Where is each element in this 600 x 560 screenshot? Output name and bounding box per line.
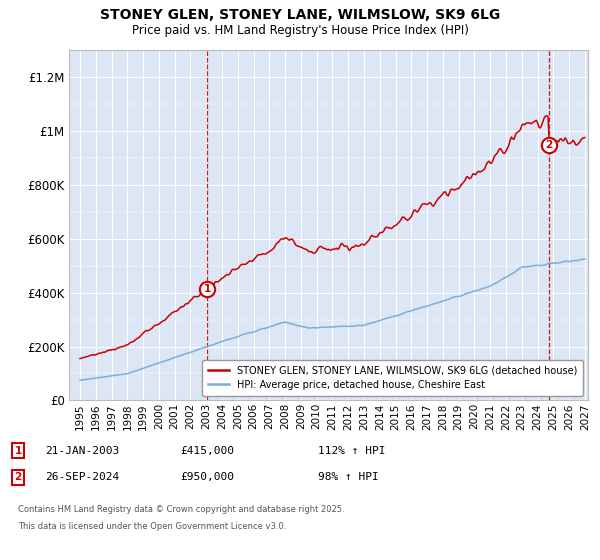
Text: 1: 1 xyxy=(203,284,211,293)
Text: 2: 2 xyxy=(14,472,22,482)
Text: This data is licensed under the Open Government Licence v3.0.: This data is licensed under the Open Gov… xyxy=(18,522,286,531)
Text: 2: 2 xyxy=(545,139,553,150)
Text: STONEY GLEN, STONEY LANE, WILMSLOW, SK9 6LG: STONEY GLEN, STONEY LANE, WILMSLOW, SK9 … xyxy=(100,8,500,22)
Text: 98% ↑ HPI: 98% ↑ HPI xyxy=(318,472,379,482)
Text: £950,000: £950,000 xyxy=(180,472,234,482)
Text: 21-JAN-2003: 21-JAN-2003 xyxy=(45,446,119,456)
Text: £415,000: £415,000 xyxy=(180,446,234,456)
Legend: STONEY GLEN, STONEY LANE, WILMSLOW, SK9 6LG (detached house), HPI: Average price: STONEY GLEN, STONEY LANE, WILMSLOW, SK9 … xyxy=(202,360,583,395)
Text: 26-SEP-2024: 26-SEP-2024 xyxy=(45,472,119,482)
Text: Contains HM Land Registry data © Crown copyright and database right 2025.: Contains HM Land Registry data © Crown c… xyxy=(18,505,344,514)
Text: Price paid vs. HM Land Registry's House Price Index (HPI): Price paid vs. HM Land Registry's House … xyxy=(131,24,469,37)
Text: 1: 1 xyxy=(14,446,22,456)
Text: 112% ↑ HPI: 112% ↑ HPI xyxy=(318,446,386,456)
